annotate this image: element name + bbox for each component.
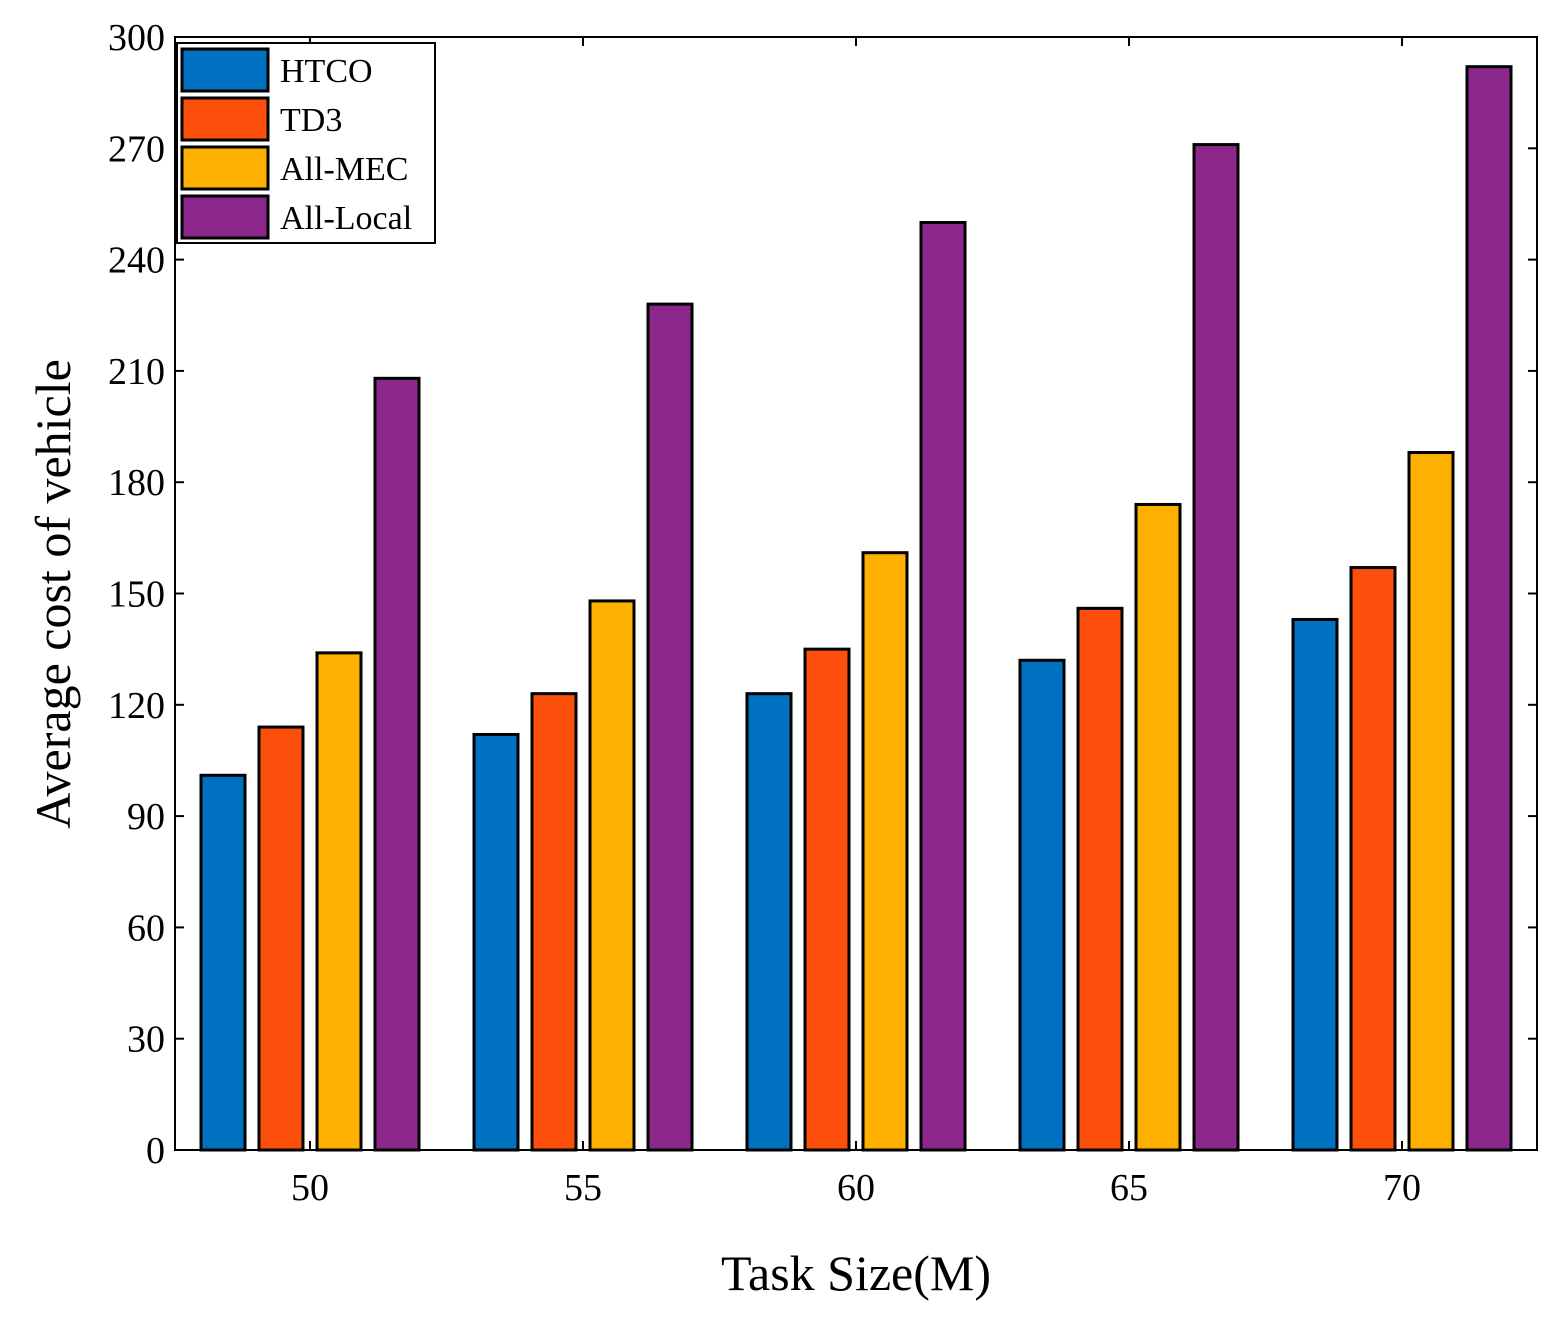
- x-axis-title: Task Size(M): [721, 1245, 991, 1301]
- x-tick-label: 50: [291, 1167, 329, 1209]
- y-tick-label: 150: [108, 574, 165, 616]
- bar-td3-55: [530, 692, 578, 1152]
- bar-htco-70: [1291, 617, 1339, 1152]
- legend-label-td3: TD3: [280, 102, 342, 139]
- y-tick-label: 120: [108, 685, 165, 727]
- bar-all-local-65: [1192, 143, 1240, 1152]
- bar-htco-65: [1018, 658, 1066, 1152]
- x-tick-label: 60: [837, 1167, 875, 1209]
- bar-td3-65: [1076, 606, 1124, 1152]
- bar-all-mec-70: [1407, 451, 1455, 1152]
- bar-htco-50: [199, 773, 247, 1152]
- y-tick-label: 0: [146, 1130, 165, 1172]
- axis-ticks: [175, 36, 1537, 1151]
- bar-htco-60: [745, 692, 793, 1152]
- y-tick-label: 60: [127, 907, 165, 949]
- bar-htco-55: [472, 732, 520, 1152]
- bars-layer: [199, 65, 1513, 1152]
- bar-all-mec-60: [861, 551, 909, 1152]
- y-tick-label: 300: [108, 17, 165, 59]
- y-tick-label: 180: [108, 462, 165, 504]
- bar-all-local-55: [646, 302, 694, 1152]
- x-tick-label: 55: [564, 1167, 602, 1209]
- bar-td3-60: [803, 647, 851, 1152]
- bar-all-mec-65: [1134, 502, 1182, 1152]
- legend-swatch-all-local: [180, 194, 270, 240]
- y-tick-label: 210: [108, 351, 165, 393]
- legend-swatch-td3: [180, 96, 270, 142]
- legend-label-all-mec: All-MEC: [280, 151, 408, 188]
- x-tick-label: 65: [1110, 1167, 1148, 1209]
- y-axis-tick-labels: 0 30 60 90 120 150 180 210 240 270 300: [108, 17, 165, 1172]
- bar-td3-50: [257, 725, 305, 1152]
- legend-label-htco: HTCO: [280, 53, 373, 90]
- y-tick-label: 30: [127, 1019, 165, 1061]
- y-tick-label: 240: [108, 240, 165, 282]
- legend-label-all-local: All-Local: [280, 200, 412, 237]
- y-axis-title: Average cost of vehicle: [25, 359, 81, 829]
- y-tick-label: 90: [127, 796, 165, 838]
- y-tick-label: 270: [108, 128, 165, 170]
- legend-swatch-htco: [180, 47, 270, 93]
- bar-all-local-50: [373, 376, 421, 1152]
- x-tick-label: 70: [1383, 1167, 1421, 1209]
- bar-all-mec-50: [315, 651, 363, 1152]
- legend: HTCO TD3 All-MEC All-Local: [176, 42, 436, 244]
- x-axis-tick-labels: 50 55 60 65 70: [291, 1167, 1421, 1209]
- bar-td3-70: [1349, 566, 1397, 1152]
- legend-swatch-all-mec: [180, 145, 270, 191]
- bar-all-local-60: [919, 221, 967, 1152]
- bar-all-local-70: [1465, 65, 1513, 1152]
- bar-all-mec-55: [588, 599, 636, 1152]
